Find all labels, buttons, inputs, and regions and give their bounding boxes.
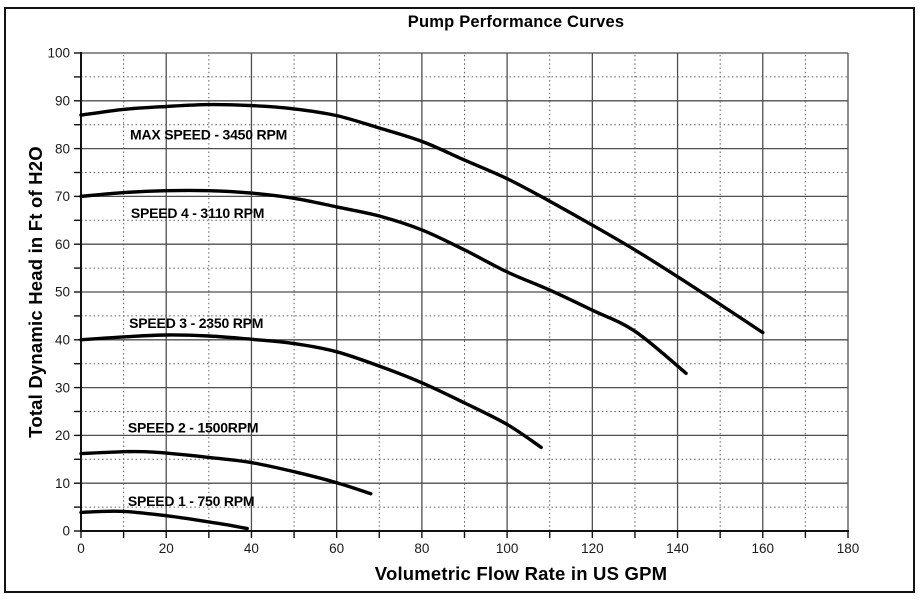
x-tick-label: 80 bbox=[414, 541, 429, 556]
y-tick-label: 10 bbox=[55, 476, 70, 491]
chart-title: Pump Performance Curves bbox=[407, 13, 625, 31]
curve-series-4 bbox=[79, 449, 373, 496]
y-tick-label: 40 bbox=[55, 333, 70, 348]
x-tick-label: 100 bbox=[496, 541, 519, 556]
y-tick-label: 70 bbox=[55, 189, 70, 204]
y-tick-label: 80 bbox=[55, 141, 70, 156]
x-tick-label: 120 bbox=[581, 541, 604, 556]
curve-label-series-2: SPEED 4 - 3110 RPM bbox=[131, 205, 264, 221]
curve-series-3 bbox=[79, 333, 543, 450]
y-tick-label: 0 bbox=[62, 524, 70, 539]
curve-series-2 bbox=[79, 188, 688, 375]
curve-series-1 bbox=[79, 102, 765, 335]
x-tick-label: 40 bbox=[244, 541, 259, 556]
y-tick-label: 60 bbox=[55, 237, 70, 252]
y-tick-label: 90 bbox=[55, 94, 70, 109]
y-tick-label: 30 bbox=[55, 380, 70, 395]
x-tick-label: 140 bbox=[666, 541, 689, 556]
curve-label-series-4: SPEED 2 - 1500RPM bbox=[128, 419, 258, 435]
y-tick-label: 50 bbox=[55, 285, 70, 300]
page-border-frame bbox=[4, 7, 915, 593]
curve-series-5 bbox=[79, 509, 249, 531]
y-tick-label: 20 bbox=[55, 428, 70, 443]
curve-label-series-5: SPEED 1 - 750 RPM bbox=[128, 493, 255, 509]
x-tick-label: 180 bbox=[837, 541, 860, 556]
x-tick-label: 160 bbox=[752, 541, 775, 556]
x-axis-title: Volumetric Flow Rate in US GPM bbox=[374, 563, 668, 584]
curve-label-series-3: SPEED 3 - 2350 RPM bbox=[129, 315, 263, 331]
x-tick-label: 20 bbox=[159, 541, 174, 556]
x-tick-label: 0 bbox=[77, 541, 85, 556]
curve-label-series-1: MAX SPEED - 3450 RPM bbox=[130, 126, 287, 142]
x-tick-label: 60 bbox=[329, 541, 344, 556]
y-tick-label: 100 bbox=[47, 46, 70, 61]
